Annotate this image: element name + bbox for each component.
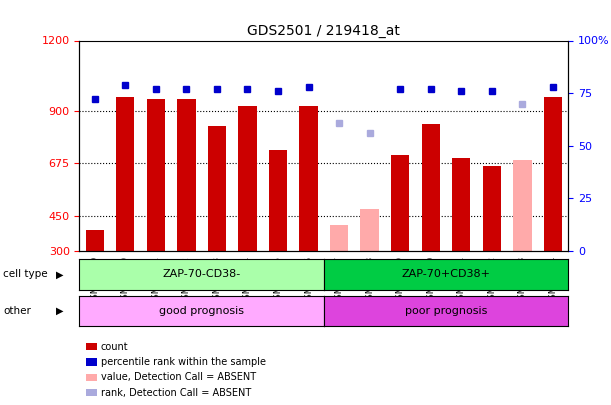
Text: cell type: cell type xyxy=(3,269,48,279)
Bar xyxy=(544,97,562,251)
Bar xyxy=(86,374,97,381)
Text: percentile rank within the sample: percentile rank within the sample xyxy=(101,357,266,367)
Bar xyxy=(177,99,196,251)
Bar xyxy=(452,158,470,251)
Text: ZAP-70+CD38+: ZAP-70+CD38+ xyxy=(401,269,491,279)
Bar xyxy=(391,155,409,251)
Bar xyxy=(422,124,440,251)
Text: other: other xyxy=(3,306,31,316)
Bar xyxy=(86,389,97,396)
Bar xyxy=(238,106,257,251)
Bar xyxy=(86,343,97,350)
Bar xyxy=(86,358,97,366)
Text: good prognosis: good prognosis xyxy=(159,306,244,316)
Bar xyxy=(513,160,532,251)
Text: poor prognosis: poor prognosis xyxy=(405,306,487,316)
Text: ▶: ▶ xyxy=(56,269,63,279)
Bar xyxy=(483,166,501,251)
Text: value, Detection Call = ABSENT: value, Detection Call = ABSENT xyxy=(101,373,256,382)
Bar xyxy=(360,209,379,251)
Bar xyxy=(86,230,104,251)
Text: rank, Detection Call = ABSENT: rank, Detection Call = ABSENT xyxy=(101,388,251,398)
Title: GDS2501 / 219418_at: GDS2501 / 219418_at xyxy=(247,24,400,38)
Bar xyxy=(208,126,226,251)
Bar xyxy=(299,106,318,251)
Bar xyxy=(147,99,165,251)
Text: ▶: ▶ xyxy=(56,306,63,316)
Bar xyxy=(330,225,348,251)
Text: ZAP-70-CD38-: ZAP-70-CD38- xyxy=(163,269,241,279)
Bar xyxy=(116,97,134,251)
Text: count: count xyxy=(101,342,128,352)
Bar xyxy=(269,151,287,251)
